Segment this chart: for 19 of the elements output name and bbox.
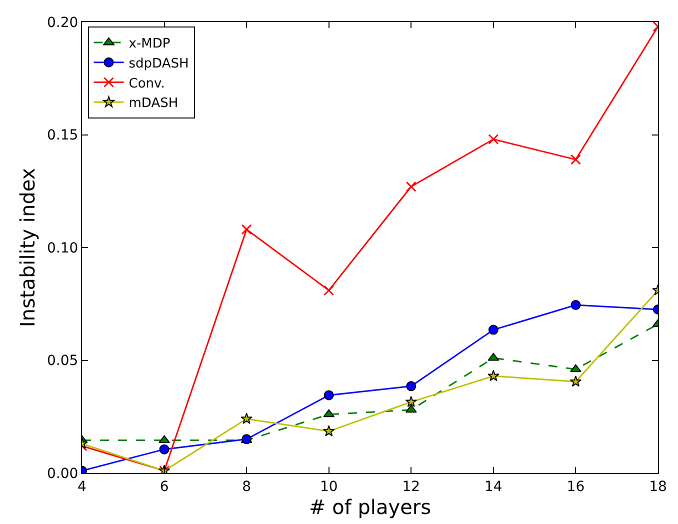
x-tick-label: 8 (242, 478, 252, 495)
y-tick-label: 0.05 (47, 353, 78, 370)
y-tick-label: 0.10 (47, 240, 78, 256)
x-tick-label: 14 (484, 478, 502, 495)
y-tick-label: 0.00 (47, 466, 78, 482)
x-tick-label: 18 (649, 478, 667, 495)
x-tick-label: 16 (566, 478, 585, 495)
x-tick-label: 6 (160, 478, 169, 495)
x-tick-label: 4 (78, 478, 87, 495)
y-tick-label: 0.20 (47, 14, 78, 31)
legend-label: sdpDASH (128, 56, 189, 72)
legend-label: mDASH (128, 96, 178, 112)
x-tick-label: 12 (402, 478, 420, 495)
legend-label: Conv. (128, 76, 165, 92)
legend-label: x-MDP (128, 36, 170, 52)
y-tick-label: 0.15 (47, 128, 78, 144)
x-axis-title: # of players (308, 494, 432, 519)
y-axis-title: Instability index (16, 168, 40, 328)
x-tick-label: 10 (320, 478, 338, 495)
